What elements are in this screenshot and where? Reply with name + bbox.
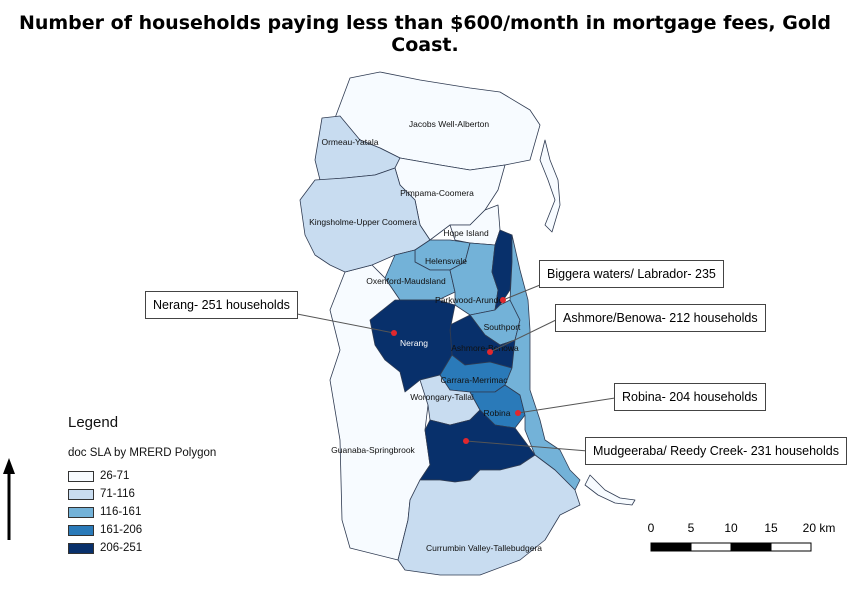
legend-item: 161-206 [68, 521, 216, 539]
label-nerang: Nerang [400, 338, 428, 348]
callout-mudgeeraba: Mudgeeraba/ Reedy Creek- 231 households [585, 437, 847, 465]
legend-swatch [68, 470, 94, 482]
legend-item: 116-161 [68, 503, 216, 521]
label-robina: Robina [484, 408, 511, 418]
coastal-feature [539, 139, 561, 233]
label-worongary: Worongary-Tallai [410, 392, 474, 402]
leader-line-nerang [291, 312, 395, 334]
leader-line-biggera [502, 282, 546, 301]
callout-ashmore: Ashmore/Benowa- 212 households [555, 304, 766, 332]
label-oxenford: Oxenford-Maudsland [366, 276, 446, 286]
legend-title: Legend [68, 414, 119, 431]
marker-mudgeeraba[interactable] [463, 438, 469, 444]
legend-swatch [68, 524, 94, 536]
callout-nerang: Nerang- 251 households [145, 291, 298, 319]
marker-nerang[interactable] [391, 330, 397, 336]
legend-item-label: 71-116 [100, 488, 135, 500]
leader-line-robina [517, 397, 616, 414]
page-title: Number of households paying less than $6… [18, 12, 832, 56]
coastal-feature [584, 474, 636, 506]
label-ormeau: Ormeau-Yatala [321, 137, 378, 147]
marker-robina[interactable] [515, 410, 521, 416]
legend-swatch [68, 542, 94, 554]
label-parkwood: Parkwood-Arundel [435, 295, 505, 305]
label-carrara: Carrara-Merrimac [440, 375, 508, 385]
legend-layer-name: doc SLA by MRERD Polygon [68, 447, 217, 459]
callout-biggera: Biggera waters/ Labrador- 235 [539, 260, 724, 288]
label-guanaba: Guanaba-Springbrook [331, 445, 415, 455]
callout-robina: Robina- 204 households [614, 383, 766, 411]
legend-swatch [68, 506, 94, 518]
legend-item: 71-116 [68, 485, 216, 503]
legend-item-label: 26-71 [100, 470, 130, 482]
label-kingsholme: Kingsholme-Upper Coomera [309, 217, 417, 227]
label-pimpama: Pimpama-Coomera [400, 188, 474, 198]
label-hope-island: Hope Island [443, 228, 489, 238]
region-biggera-waters-labrador[interactable] [491, 229, 513, 311]
leader-line-ashmore [489, 317, 561, 353]
legend-item-label: 161-206 [100, 524, 143, 536]
label-jacobs-well: Jacobs Well-Alberton [409, 119, 489, 129]
region-currumbin-valley-tallebudgera[interactable] [397, 454, 581, 576]
label-southport: Southport [484, 322, 521, 332]
legend-item: 206-251 [68, 539, 216, 557]
legend-item-label: 206-251 [100, 542, 143, 554]
label-currumbin: Currumbin Valley-Tallebudgera [426, 543, 542, 553]
label-ashmore: Ashmore-Benowa [451, 343, 519, 353]
label-helensvale: Helensvale [425, 256, 467, 266]
legend-swatch [68, 488, 94, 500]
legend: Legend doc SLA by MRERD Polygon 26-71 71… [68, 414, 216, 557]
marker-ashmore[interactable] [487, 349, 493, 355]
marker-biggera[interactable] [500, 297, 506, 303]
legend-item-label: 116-161 [100, 506, 142, 518]
leader-line-mudgeeraba [465, 440, 589, 452]
legend-item: 26-71 [68, 467, 216, 485]
